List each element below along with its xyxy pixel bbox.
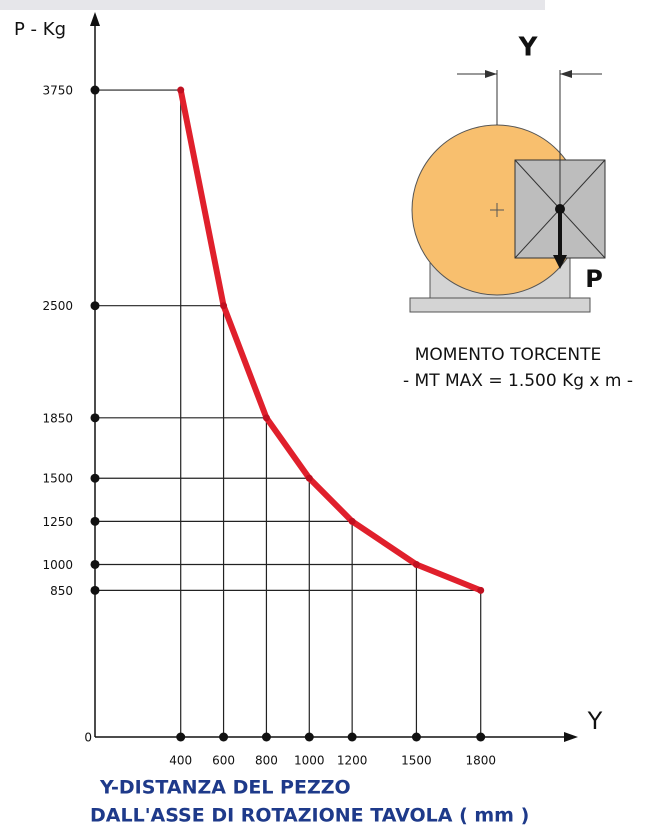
y-axis-label: P - Kg — [14, 19, 66, 40]
y-tick — [91, 517, 100, 526]
y-tick-label: 850 — [50, 584, 73, 598]
x-tick-label: 600 — [212, 754, 235, 768]
x-tick-label: 1000 — [294, 754, 325, 768]
y-tick — [91, 301, 100, 310]
y-tick-label: 1500 — [42, 472, 73, 486]
point — [349, 518, 356, 525]
point — [306, 475, 313, 482]
x-tick-label: 800 — [255, 754, 278, 768]
diagram — [410, 70, 605, 312]
y-tick — [91, 86, 100, 95]
point — [413, 561, 420, 568]
x-tick-label: 1500 — [401, 754, 432, 768]
y-tick — [91, 560, 100, 569]
y-axis-arrow — [90, 12, 100, 26]
y-tick — [91, 474, 100, 483]
point — [220, 302, 227, 309]
y-tick — [91, 586, 100, 595]
top-bar — [0, 0, 545, 10]
y-tick-label: 2500 — [42, 299, 73, 313]
y-tick-label: 1000 — [42, 558, 73, 572]
x-tick — [348, 733, 357, 742]
y-tick-label: 1850 — [42, 411, 73, 425]
x-tick-label: 400 — [169, 754, 192, 768]
chart: P - Kg Y Y-DISTANZA DEL PEZZO DALL'ASSE … — [0, 0, 648, 829]
x-tick — [305, 733, 314, 742]
x-axis-arrow — [564, 732, 578, 742]
caption: - MT MAX = 1.500 Kg x m - — [403, 371, 633, 391]
y-tick-label: 0 — [84, 731, 92, 745]
x-axis-label: Y — [587, 707, 603, 735]
x-tick — [176, 733, 185, 742]
x-tick — [412, 733, 421, 742]
dim-label: Y — [518, 33, 539, 63]
x-tick-label: 1800 — [465, 754, 496, 768]
x-tick — [476, 733, 485, 742]
load-label: P — [585, 265, 603, 293]
point — [177, 87, 184, 94]
y-tick-label: 3750 — [42, 84, 73, 98]
caption: MOMENTO TORCENTE — [415, 345, 602, 365]
x-tick-label: 1200 — [337, 754, 368, 768]
point — [477, 587, 484, 594]
title-line: Y-DISTANZA DEL PEZZO — [99, 777, 351, 799]
title-line: DALL'ASSE DI ROTAZIONE TAVOLA ( mm ) — [90, 805, 529, 827]
point — [263, 414, 270, 421]
y-tick-label: 1250 — [42, 515, 73, 529]
y-tick — [91, 413, 100, 422]
x-tick — [262, 733, 271, 742]
x-tick — [219, 733, 228, 742]
